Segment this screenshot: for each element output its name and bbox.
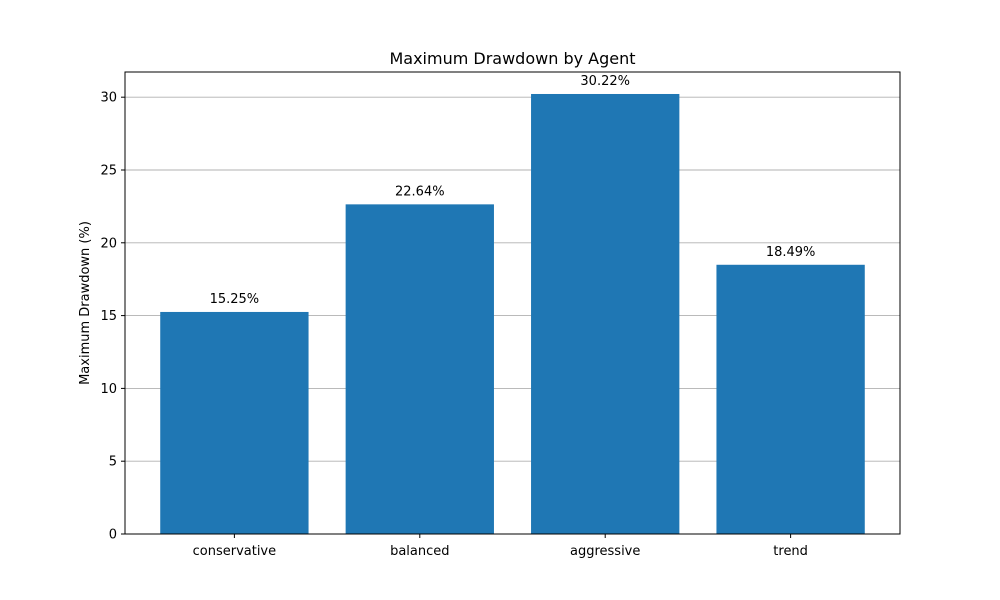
data-labels: 15.25% 22.64% 30.22% 18.49% (210, 74, 816, 307)
chart-title: Maximum Drawdown by Agent (389, 49, 635, 68)
data-label-aggressive: 30.22% (580, 74, 630, 89)
bar-trend (716, 264, 865, 534)
x-axis-ticks: conservative balanced aggressive trend (193, 534, 808, 559)
y-tick-label: 20 (100, 236, 117, 251)
data-label-conservative: 15.25% (210, 292, 260, 307)
y-tick-label: 15 (100, 309, 117, 324)
data-label-balanced: 22.64% (395, 184, 445, 199)
x-tick-label-trend: trend (773, 544, 808, 559)
bars (160, 93, 865, 534)
data-label-trend: 18.49% (766, 245, 816, 260)
bar-aggressive (531, 93, 680, 534)
bar-balanced (345, 204, 494, 534)
y-tick-label: 30 (100, 91, 117, 106)
y-tick-label: 0 (109, 528, 117, 543)
x-tick-label-balanced: balanced (390, 544, 449, 559)
y-tick-label: 25 (100, 163, 117, 178)
y-tick-label: 5 (109, 455, 117, 470)
bar-conservative (160, 311, 309, 534)
x-tick-label-conservative: conservative (193, 544, 277, 559)
plot-frame (124, 71, 901, 535)
y-tick-label: 10 (100, 382, 117, 397)
y-axis-ticks: 0 5 10 15 20 25 30 (100, 91, 125, 543)
x-tick-label-aggressive: aggressive (570, 544, 640, 559)
y-axis-label: Maximum Drawdown (%) (78, 221, 93, 385)
